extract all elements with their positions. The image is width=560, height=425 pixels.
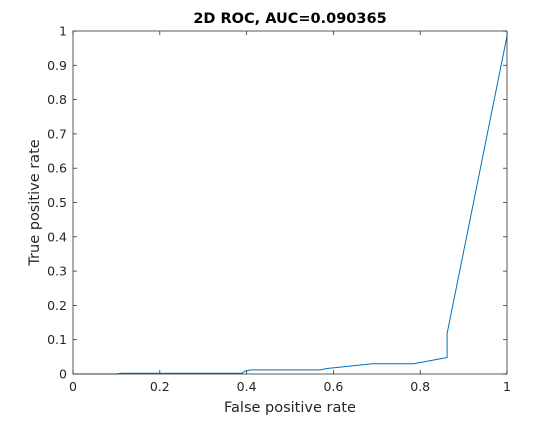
x-tick-label: 0 — [69, 379, 77, 394]
y-tick-label: 0.3 — [47, 264, 67, 279]
plot-area — [73, 31, 507, 374]
y-tick-label: 0.1 — [47, 332, 67, 347]
x-tick-label: 1 — [503, 379, 511, 394]
chart-title: 2D ROC, AUC=0.090365 — [193, 11, 386, 27]
y-tick-label: 0.2 — [47, 298, 67, 313]
x-axis-label: False positive rate — [224, 400, 356, 416]
series-layer — [73, 31, 508, 375]
y-tick-label: 0.8 — [47, 92, 67, 107]
y-axis-label: True positive rate — [27, 139, 43, 266]
x-tick-label: 0.2 — [150, 379, 170, 394]
x-tick-label: 0.6 — [323, 379, 343, 394]
x-tick-label: 0.8 — [410, 379, 430, 394]
axes-box — [72, 30, 508, 375]
x-tick-label: 0.4 — [237, 379, 257, 394]
ticks-layer: 0 0.2 0.4 0.6 0.8 1 0 0.1 0.2 0.3 0.4 0.5 0.6 0.7 0.8 0… — [47, 24, 511, 395]
y-tick-label: 1 — [59, 24, 67, 39]
y-tick-label: 0.7 — [47, 126, 67, 141]
y-tick-label: 0.9 — [47, 58, 67, 73]
y-tick-label: 0 — [59, 367, 67, 382]
y-tick-label: 0.6 — [47, 161, 67, 176]
y-tick-label: 0.5 — [47, 195, 67, 210]
roc-curve — [73, 31, 508, 375]
y-tick-label: 0.4 — [47, 229, 67, 244]
